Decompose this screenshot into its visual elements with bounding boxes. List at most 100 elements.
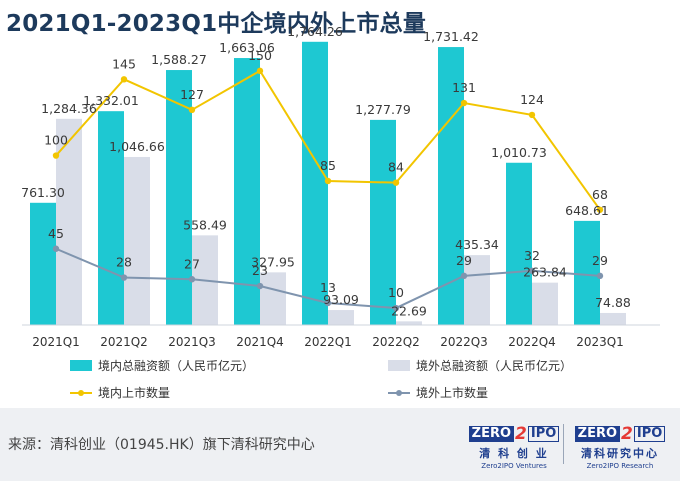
- domestic-count-point: [324, 177, 332, 185]
- domestic-count-point: [188, 106, 196, 114]
- overseas-count-label: 32: [524, 248, 540, 263]
- domestic-count-label: 85: [320, 158, 336, 173]
- domestic-amount-label: 648.61: [565, 203, 609, 218]
- domestic-amount-bar: [370, 119, 396, 326]
- overseas-count-point: [324, 299, 332, 307]
- overseas-amount-label: 558.49: [183, 217, 227, 232]
- overseas-count-label: 27: [184, 256, 200, 271]
- overseas-amount-label: 93.09: [323, 292, 359, 307]
- domestic-amount-bar: [506, 162, 532, 325]
- x-tick-label: 2021Q2: [100, 335, 148, 349]
- domestic-count-point: [52, 152, 60, 159]
- overseas-count-label: 29: [456, 253, 472, 268]
- legend-label-overseas-amount: 境外总融资额（人民币亿元）: [416, 358, 572, 373]
- logo-zero-text: ZERO: [468, 426, 515, 442]
- overseas-amount-label: 263.84: [523, 265, 567, 280]
- x-axis-ticks: 2021Q1 2021Q2 2021Q3 2021Q4 2022Q1 2022Q2 2022…: [32, 335, 624, 349]
- chart-title: 2021Q1-2023Q1中企境内外上市总量: [6, 11, 427, 37]
- domestic-count-point: [392, 179, 400, 186]
- legend-label-overseas-count: 境外上市数量: [416, 385, 488, 400]
- overseas-amount-bar: [328, 310, 354, 325]
- domestic-count-label: 131: [452, 80, 476, 95]
- logo-en-text: Zero2IPO Ventures: [481, 462, 547, 470]
- logo-en-text: Zero2IPO Research: [586, 462, 654, 470]
- overseas-count-label: 29: [592, 253, 608, 268]
- overseas-count-label: 10: [388, 285, 404, 300]
- legend-marker-domestic-count: [78, 390, 84, 396]
- legend: 境内总融资额（人民币亿元） 境外总融资额（人民币亿元） 境内上市数量 境外上市数量: [70, 358, 572, 400]
- source-note: 来源：清科创业（01945.HK）旗下清科研究中心: [8, 437, 315, 453]
- domestic-count-point: [256, 67, 264, 75]
- domestic-count-label: 127: [180, 87, 204, 102]
- footer: 来源：清科创业（01945.HK）旗下清科研究中心 ZERO 2 IPO 清 科…: [0, 408, 680, 481]
- x-tick-label: 2021Q4: [236, 335, 284, 349]
- overseas-amount-bar: [260, 272, 286, 325]
- overseas-amount-label: 22.69: [391, 303, 427, 318]
- overseas-amount-label: 1,046.66: [109, 139, 165, 154]
- overseas-amount-label: 327.95: [251, 254, 295, 269]
- overseas-count-label: 28: [116, 255, 132, 270]
- x-tick-label: 2022Q3: [440, 335, 488, 349]
- domestic-amount-bar: [30, 202, 56, 325]
- logo-ipo-text: IPO: [633, 426, 666, 442]
- overseas-amount-bar: [56, 118, 82, 326]
- logo-cn-text: 清科研究中心: [581, 447, 659, 460]
- overseas-count-point: [188, 276, 196, 283]
- logo-two-text: 2: [621, 424, 633, 444]
- legend-label-domestic-count: 境内上市数量: [98, 385, 170, 400]
- overseas-amount-label: 435.34: [455, 237, 499, 252]
- legend-marker-overseas-count: [396, 390, 402, 396]
- logo-zero-text: ZERO: [574, 426, 621, 442]
- domestic-count-label: 145: [112, 56, 136, 71]
- overseas-amount-bar: [532, 282, 558, 325]
- overseas-count-point: [120, 274, 128, 281]
- x-tick-label: 2022Q2: [372, 335, 420, 349]
- domestic-amount-bar: [98, 111, 124, 326]
- domestic-count-point: [528, 111, 536, 119]
- overseas-count-point: [460, 272, 468, 280]
- legend-swatch-overseas-amount: [388, 360, 410, 371]
- x-tick-label: 2023Q1: [576, 335, 624, 349]
- logo-divider: [563, 424, 564, 464]
- x-tick-label: 2021Q3: [168, 335, 216, 349]
- overseas-count-point: [256, 282, 264, 290]
- domestic-amount-label: 1,764.26: [287, 24, 343, 39]
- domestic-amount-label: 1,277.79: [355, 102, 411, 117]
- overseas-count-point: [392, 304, 400, 312]
- overseas-count-point: [596, 272, 604, 280]
- overseas-amount-label: 74.88: [595, 295, 631, 310]
- x-tick-label: 2022Q1: [304, 335, 352, 349]
- domestic-amount-bar: [166, 70, 192, 326]
- overseas-count-point: [528, 267, 536, 274]
- legend-swatch-domestic-amount: [70, 360, 92, 371]
- domestic-amount-label: 1,010.73: [491, 145, 547, 160]
- zero2ipo-research-logo: ZERO 2 IPO 清科研究中心 Zero2IPO Research: [574, 422, 666, 470]
- logo-ipo-text: IPO: [527, 426, 560, 442]
- chart-canvas: 761.30 1,284.36 100 45 1,332.01 1,046.66 145 28…: [21, 24, 660, 400]
- domestic-amount-label: 761.30: [21, 185, 65, 200]
- domestic-amount-label: 1,731.42: [423, 29, 479, 44]
- domestic-amount-label: 1,332.01: [83, 93, 139, 108]
- domestic-amount-label: 1,663.06: [219, 40, 275, 55]
- x-tick-label: 2021Q1: [32, 335, 80, 349]
- zero2ipo-ventures-logo: ZERO 2 IPO 清 科 创 业 Zero2IPO Ventures: [468, 422, 560, 470]
- domestic-count-label: 68: [592, 187, 608, 202]
- overseas-amount-bar: [600, 312, 626, 325]
- domestic-amount-label: 1,588.27: [151, 52, 207, 67]
- x-tick-label: 2022Q4: [508, 335, 556, 349]
- domestic-count-label: 100: [44, 133, 68, 148]
- overseas-amount-bar: [396, 321, 422, 325]
- overseas-amount-bar: [464, 255, 490, 325]
- overseas-count-label: 13: [320, 280, 336, 295]
- domestic-count-label: 84: [388, 160, 404, 175]
- domestic-count-label: 124: [520, 92, 544, 107]
- line-layer: [52, 67, 604, 312]
- domestic-amount-bar: [302, 41, 328, 325]
- logo-cn-text: 清 科 创 业: [479, 447, 549, 460]
- overseas-amount-label: 1,284.36: [41, 101, 97, 116]
- domestic-amount-bar: [234, 58, 260, 326]
- overseas-count-label: 23: [252, 263, 268, 278]
- domestic-count-point: [596, 206, 604, 213]
- domestic-count-label: 150: [248, 48, 272, 63]
- legend-label-domestic-amount: 境内总融资额（人民币亿元）: [98, 358, 254, 373]
